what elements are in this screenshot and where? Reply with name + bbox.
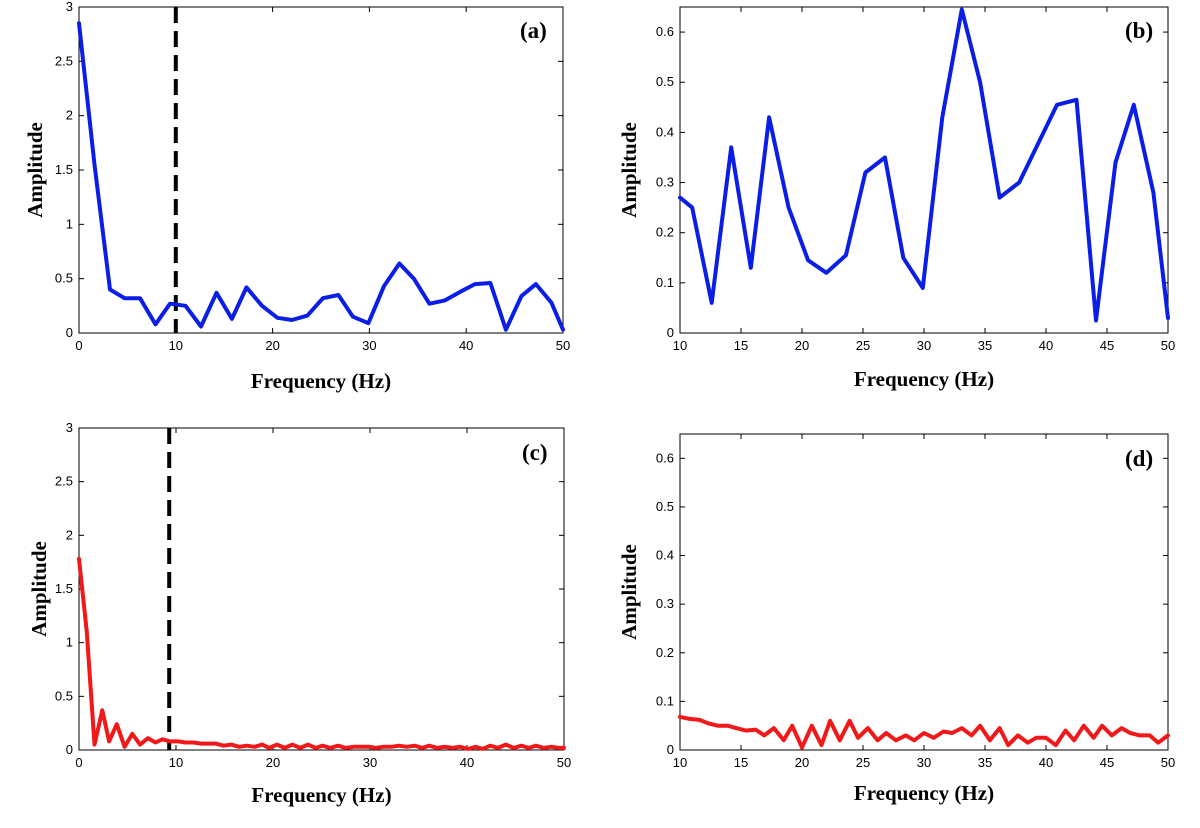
panel-label: (a) — [520, 18, 547, 43]
y-tick-label: 0.3 — [656, 175, 674, 190]
x-tick-label: 20 — [266, 755, 280, 770]
y-tick-label: 0.1 — [656, 693, 674, 708]
x-tick-label: 40 — [460, 755, 474, 770]
y-tick-label: 0.6 — [656, 450, 674, 465]
y-tick-label: 3 — [66, 420, 73, 435]
y-tick-label: 0.4 — [656, 548, 674, 563]
x-tick-label: 30 — [362, 338, 376, 353]
x-tick-label: 10 — [673, 755, 687, 770]
x-tick-label: 10 — [673, 338, 687, 353]
panel-c: 0 10 20 30 40 50 0 0.5 1 1.5 2 2.5 3 (c) Frequency (Hz… — [27, 420, 571, 807]
y-tick-label: 0.5 — [656, 499, 674, 514]
y-axis-label: Amplitude — [23, 122, 47, 218]
x-tick-label: 35 — [978, 338, 992, 353]
y-tick-label: 0 — [66, 742, 73, 757]
series-line — [678, 7, 1170, 323]
x-tick-label: 25 — [856, 755, 870, 770]
y-axis-label: Amplitude — [617, 544, 641, 640]
y-tick-label: 1 — [66, 635, 73, 650]
x-tick-label: 30 — [363, 755, 377, 770]
y-tick-label: 3 — [66, 0, 73, 14]
y-axis-label: Amplitude — [617, 122, 641, 218]
y-tick-label: 0.2 — [656, 645, 674, 660]
x-tick-label: 40 — [1039, 338, 1053, 353]
x-tick-label: 25 — [856, 338, 870, 353]
panel-label: (c) — [522, 440, 548, 465]
x-tick-label: 40 — [1039, 755, 1053, 770]
y-tick-label: 1.5 — [55, 162, 73, 177]
y-tick-label: 0.1 — [656, 275, 674, 290]
x-tick-label: 50 — [557, 755, 571, 770]
y-tick-label: 0 — [667, 742, 674, 757]
y-tick-label: 0.5 — [55, 271, 73, 286]
x-tick-label: 35 — [978, 755, 992, 770]
panel-label: (b) — [1125, 18, 1153, 43]
panel-d: 10 15 20 25 30 35 40 45 50 0 0.1 0.2 0.3 0.4 0.5 0.6 (d)… — [617, 433, 1175, 805]
x-tick-label: 30 — [917, 755, 931, 770]
x-tick-label: 0 — [75, 755, 82, 770]
x-axis-label: Frequency (Hz) — [251, 369, 391, 393]
y-tick-label: 0.4 — [656, 124, 674, 139]
y-tick-label: 0.6 — [656, 24, 674, 39]
series-line — [678, 714, 1170, 750]
x-axis-label: Frequency (Hz) — [854, 367, 994, 391]
x-tick-label: 45 — [1100, 755, 1114, 770]
series-line — [77, 21, 565, 332]
x-tick-label: 10 — [169, 755, 183, 770]
x-tick-label: 10 — [169, 338, 183, 353]
x-tick-label: 40 — [459, 338, 473, 353]
y-tick-label: 0 — [667, 325, 674, 340]
y-tick-label: 0.5 — [656, 74, 674, 89]
y-tick-label: 2 — [66, 108, 73, 123]
y-tick-label: 2.5 — [55, 474, 73, 489]
y-tick-label: 0 — [66, 325, 73, 340]
x-tick-label: 20 — [265, 338, 279, 353]
y-tick-label: 2.5 — [55, 53, 73, 68]
x-tick-label: 50 — [556, 338, 570, 353]
y-tick-label: 1 — [66, 216, 73, 231]
y-tick-label: 0.2 — [656, 225, 674, 240]
plot-frame — [679, 433, 1169, 751]
series-line — [77, 556, 566, 751]
plot-frame — [78, 427, 565, 751]
x-tick-label: 50 — [1161, 755, 1175, 770]
x-tick-label: 20 — [795, 755, 809, 770]
x-tick-label: 15 — [734, 755, 748, 770]
x-axis-label: Frequency (Hz) — [854, 781, 994, 805]
panel-a: 0 10 20 30 40 50 0 0.5 1 1.5 2 2.5 3 (a) Frequency (Hz… — [23, 0, 570, 393]
x-axis-label: Frequency (Hz) — [251, 783, 391, 807]
panel-b: 10 15 20 25 30 35 40 45 50 0 0.1 0.2 0.3 0.4 0.5 0.6 (b)… — [617, 6, 1175, 391]
y-tick-label: 2 — [66, 527, 73, 542]
x-tick-label: 15 — [734, 338, 748, 353]
y-tick-label: 0.5 — [55, 688, 73, 703]
y-tick-label: 0.3 — [656, 596, 674, 611]
x-tick-label: 30 — [917, 338, 931, 353]
y-axis-label: Amplitude — [27, 541, 51, 637]
x-tick-label: 0 — [75, 338, 82, 353]
panel-label: (d) — [1125, 446, 1153, 471]
x-tick-label: 45 — [1100, 338, 1114, 353]
x-tick-label: 20 — [795, 338, 809, 353]
y-tick-label: 1.5 — [55, 581, 73, 596]
x-tick-label: 50 — [1161, 338, 1175, 353]
